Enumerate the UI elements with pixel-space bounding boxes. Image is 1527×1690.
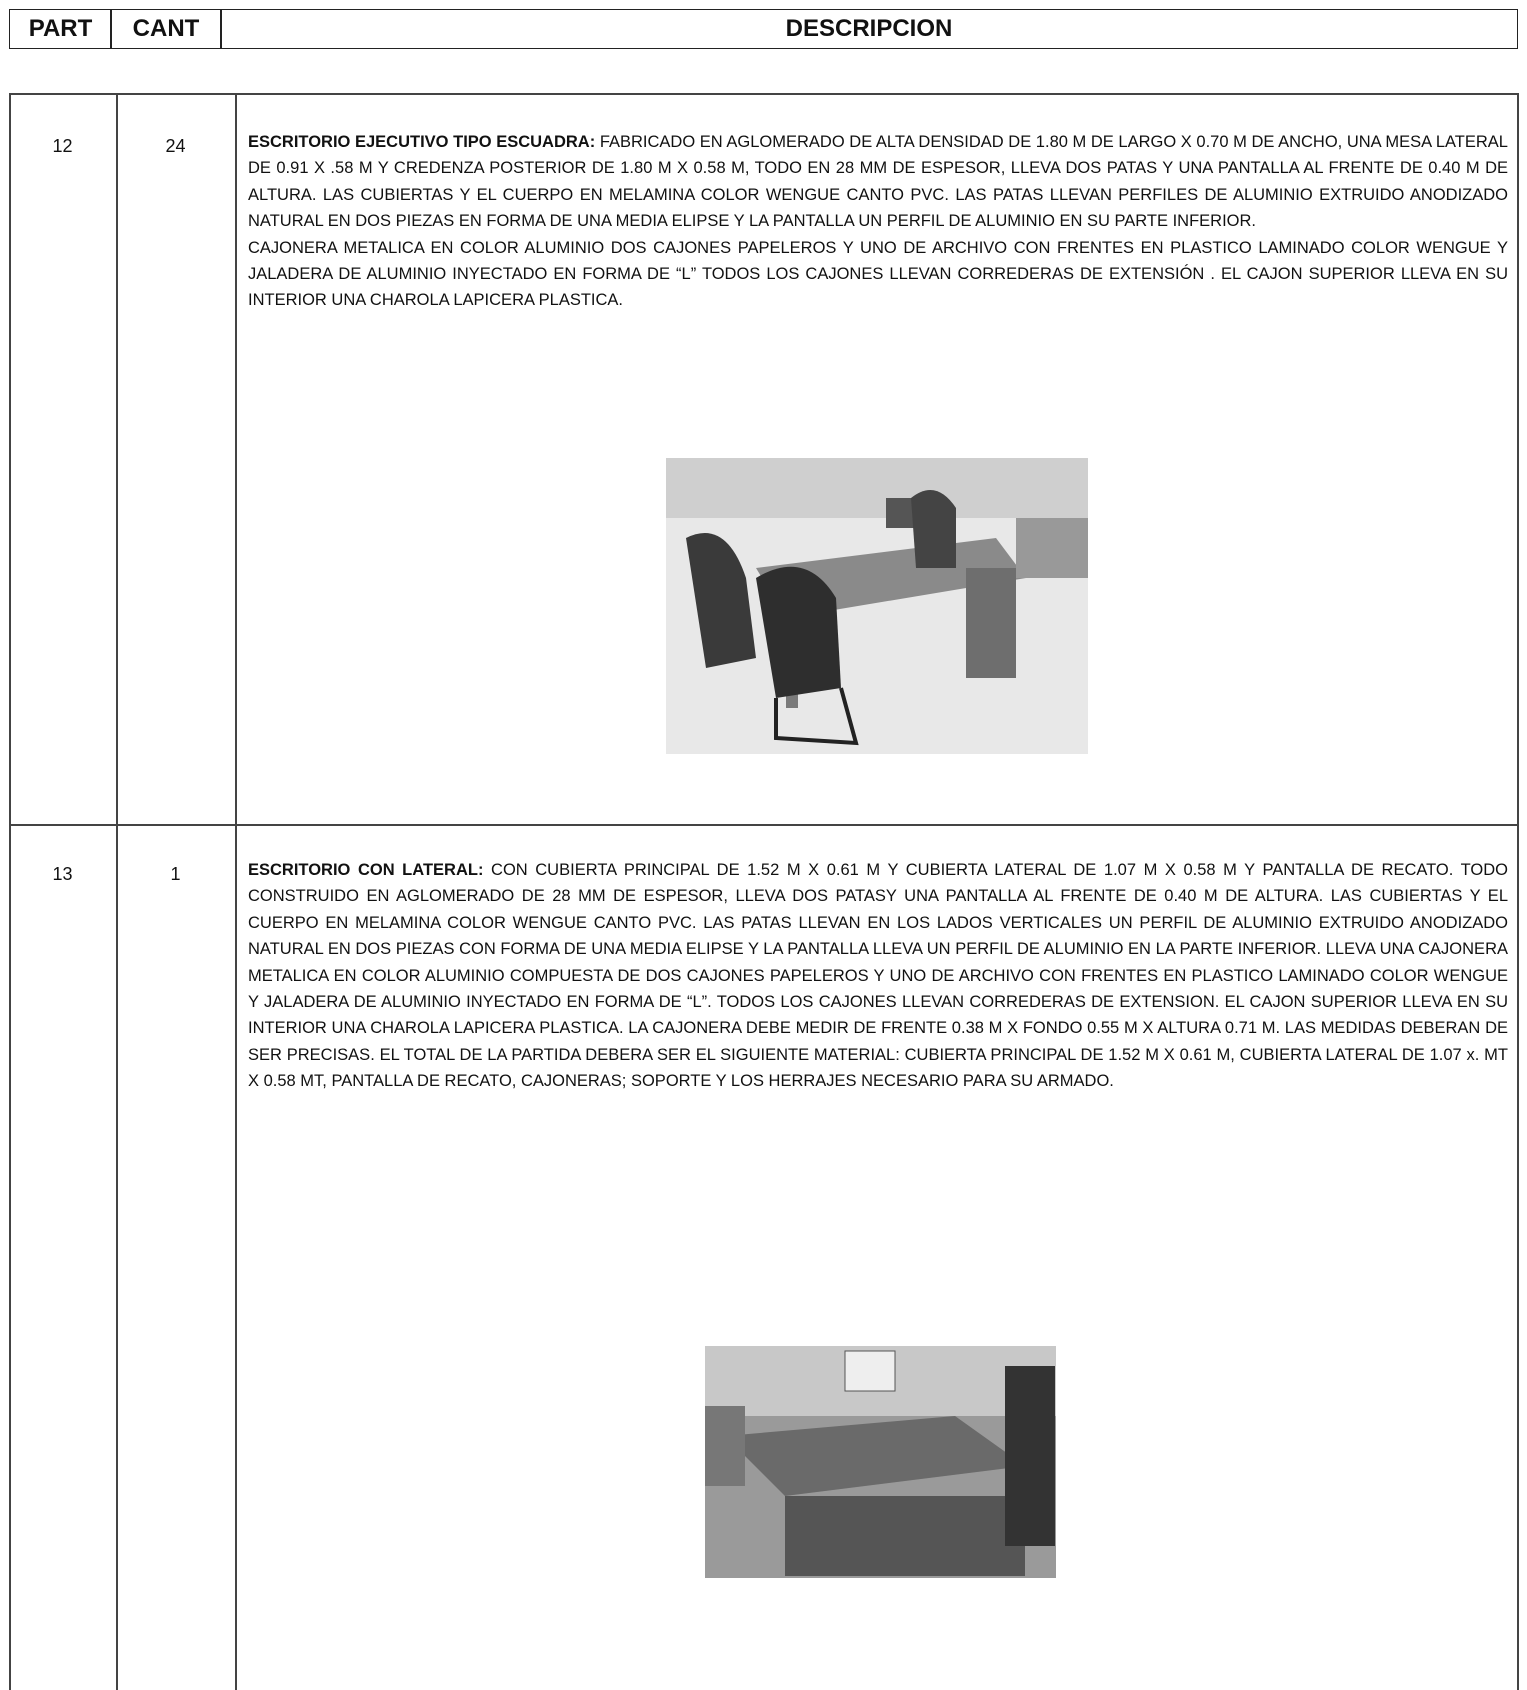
item-title: ESCRITORIO EJECUTIVO TIPO ESCUADRA:: [248, 133, 596, 151]
description: ESCRITORIO CON LATERAL: CON CUBIERTA PRI…: [248, 857, 1508, 1095]
product-photo: [666, 458, 1088, 754]
quantity: 24: [165, 136, 186, 156]
quantity: 1: [170, 864, 181, 884]
text: FABRICADO EN AGLOMERADO DE ALTA DENSIDAD…: [248, 133, 1508, 231]
header-cant: CANT: [110, 9, 222, 49]
column-separator: [116, 93, 118, 1690]
paragraph: ESCRITORIO CON LATERAL: CON CUBIERTA PRI…: [248, 857, 1508, 1095]
column-separator: [235, 93, 237, 1690]
table-border: [1517, 93, 1519, 1690]
description: ESCRITORIO EJECUTIVO TIPO ESCUADRA: FABR…: [248, 129, 1508, 314]
header-descripcion: DESCRIPCION: [220, 9, 1518, 49]
row-separator: [9, 824, 1518, 826]
item-title: ESCRITORIO CON LATERAL:: [248, 861, 484, 879]
paragraph: CAJONERA METALICA EN COLOR ALUMINIO DOS …: [248, 238, 1508, 310]
table-border: [9, 93, 11, 1690]
paragraph: ESCRITORIO EJECUTIVO TIPO ESCUADRA: FABR…: [248, 129, 1508, 235]
table-border: [9, 93, 1518, 95]
part-number: 13: [52, 864, 73, 884]
product-photo: [705, 1346, 1056, 1578]
header-part: PART: [9, 9, 112, 49]
part-number: 12: [52, 136, 73, 156]
text: CON CUBIERTA PRINCIPAL DE 1.52 M X 0.61 …: [248, 861, 1508, 1091]
